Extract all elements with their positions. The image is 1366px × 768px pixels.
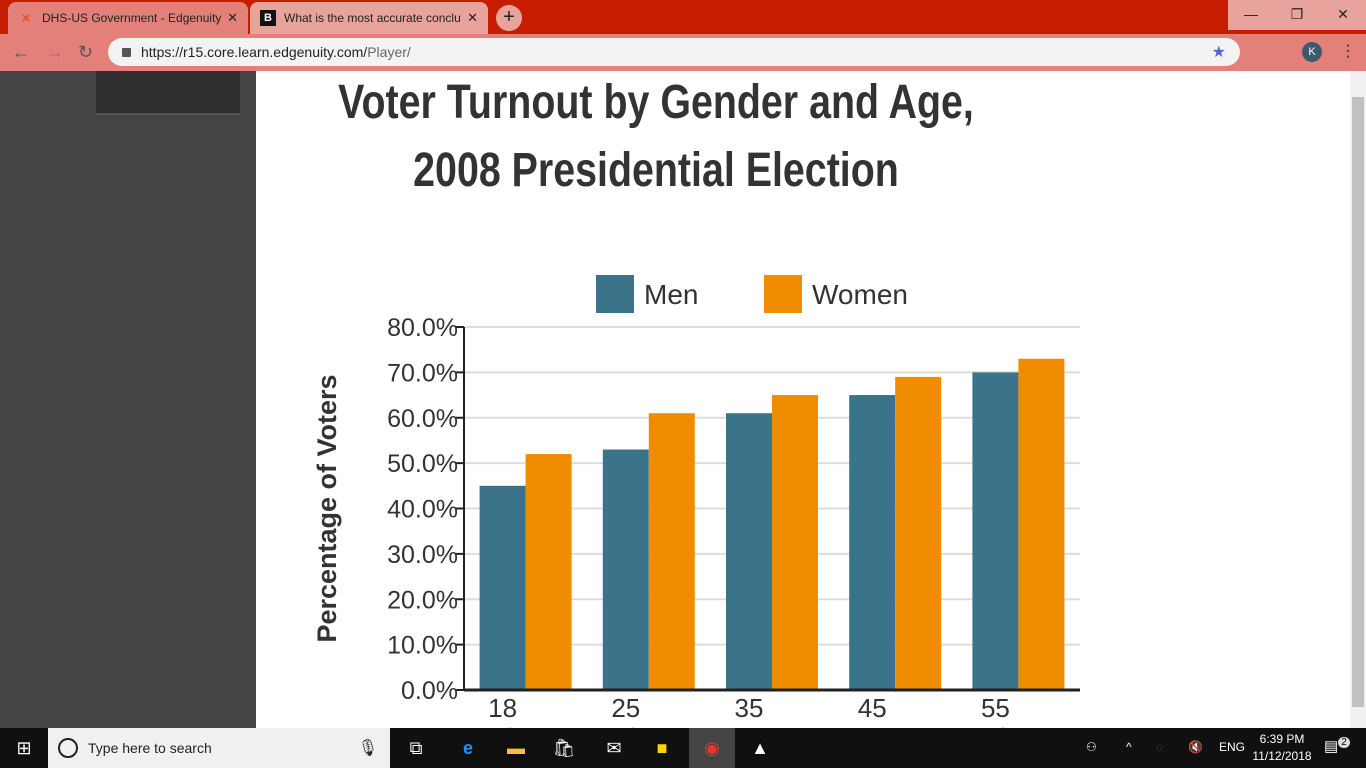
chrome-icon[interactable]: ◉	[689, 728, 735, 768]
task-view-icon[interactable]: ⧉	[409, 738, 423, 758]
language-indicator[interactable]: ENG	[1219, 740, 1246, 754]
profile-avatar[interactable]: K	[1302, 42, 1322, 62]
tab-brainly[interactable]: B What is the most accurate conclu ✕	[250, 2, 488, 34]
microphone-icon[interactable]: 🎙	[357, 740, 378, 757]
x-tick-label-line2: to 44	[720, 722, 778, 728]
y-tick-label: 60.0%	[387, 405, 458, 433]
video-thumbnail[interactable]	[96, 71, 240, 115]
x-tick-label-line2: to 24	[474, 722, 532, 728]
people-icon[interactable]: ⚇	[1086, 740, 1097, 754]
x-tick-label-line2: to 64	[966, 722, 1024, 728]
forward-icon[interactable]: →	[46, 42, 64, 62]
edgenuity-icon: ✕	[21, 12, 31, 25]
legend-swatch-men	[596, 275, 634, 313]
sticky-notes-icon[interactable]: ■	[656, 738, 668, 758]
volume-muted-icon[interactable]: 🔇	[1188, 740, 1203, 754]
browser-toolbar: ← → ↻ https://r15.core.learn.edgenuity.c…	[0, 34, 1366, 71]
back-icon[interactable]: ←	[12, 42, 30, 62]
y-tick-label: 20.0%	[387, 586, 458, 614]
photos-icon[interactable]: ▲	[751, 738, 769, 758]
bar-women	[895, 376, 942, 690]
close-tab-icon[interactable]: ✕	[227, 10, 238, 25]
y-tick-label: 10.0%	[387, 632, 458, 660]
chart-title-line1: Voter Turnout by Gender and Age,	[338, 76, 974, 129]
bar-chart: 0.0% 10.0% 20.0% 30.0% 40.0% 50.0% 60.0% 70.0% 8…	[312, 275, 1080, 728]
bar-men	[602, 449, 649, 690]
restore-button[interactable]: ❐	[1274, 0, 1320, 30]
close-window-button[interactable]: ✕	[1320, 0, 1366, 30]
x-tick-label: 45	[858, 693, 887, 723]
content-area: Voter Turnout by Gender and Age, 2008 Pr…	[256, 71, 1350, 728]
y-axis-label: Percentage of Voters	[312, 374, 342, 642]
show-hidden-icons[interactable]: ^	[1126, 740, 1132, 754]
clock-time: 6:39 PM	[1259, 732, 1305, 746]
x-tick-label-line2: to 54	[843, 722, 901, 728]
close-tab-icon[interactable]: ✕	[467, 10, 478, 25]
reload-icon[interactable]: ↻	[78, 42, 94, 62]
clock[interactable]: 6:39 PM 11/12/2018	[1252, 731, 1312, 765]
windows-start-icon[interactable]: ⊞	[16, 738, 32, 758]
y-tick-label: 80.0%	[387, 314, 458, 342]
x-tick-label: 18	[488, 693, 517, 723]
brainly-icon: B	[260, 10, 276, 26]
bar-men	[726, 413, 772, 690]
player-sidebar	[0, 71, 256, 728]
y-tick-label: 50.0%	[387, 450, 458, 478]
y-tick-label: 70.0%	[387, 359, 458, 387]
new-tab-button[interactable]: +	[496, 5, 522, 31]
scrollbar-thumb[interactable]	[1352, 97, 1364, 707]
bar-women	[648, 413, 695, 690]
action-center-icon[interactable]: ▤ 2	[1324, 737, 1350, 755]
address-bar[interactable]: https://r15.core.learn.edgenuity.com/Pla…	[108, 38, 1240, 66]
scrollbar[interactable]	[1350, 71, 1366, 728]
bar-women	[525, 454, 572, 690]
cortana-icon	[58, 738, 78, 758]
x-tick-label: 35	[735, 693, 764, 723]
bar-men	[849, 395, 896, 690]
edge-icon[interactable]: e	[462, 738, 473, 758]
tab-title: What is the most accurate conclu	[284, 11, 461, 25]
x-tick-label: 25	[611, 693, 640, 723]
legend-swatch-women	[764, 275, 802, 313]
y-tick-label: 0.0%	[401, 677, 458, 705]
chart-title-line2: 2008 Presidential Election	[413, 144, 899, 197]
tab-edgenuity[interactable]: ✕ DHS-US Government - Edgenuity ✕	[8, 2, 248, 34]
legend-label-women: Women	[812, 279, 908, 310]
bar-women	[1018, 358, 1065, 690]
bar-men	[479, 485, 526, 690]
lock-icon	[122, 47, 131, 57]
legend-label-men: Men	[644, 279, 698, 310]
x-tick-label-line2: to 34	[597, 722, 655, 728]
search-placeholder: Type here to search	[88, 740, 212, 756]
url-path: Player/	[367, 44, 411, 60]
y-tick-label: 40.0%	[387, 496, 458, 524]
notification-count: 2	[1338, 737, 1350, 748]
store-icon[interactable]: 🛍	[552, 738, 576, 758]
taskbar-search[interactable]: Type here to search 🎙	[48, 728, 390, 768]
menu-icon[interactable]: ⋮	[1340, 43, 1356, 60]
mail-icon[interactable]: ✉	[606, 738, 622, 758]
bar-women	[772, 395, 818, 690]
taskbar: ⊞ Type here to search 🎙 ⧉ e ▬ 🛍 ✉ ■ ◉ ▲ …	[0, 728, 1366, 768]
y-tick-label: 30.0%	[387, 541, 458, 569]
file-explorer-icon[interactable]: ▬	[507, 738, 525, 758]
url-host: https://r15.core.learn.edgenuity.com/	[141, 44, 368, 60]
tab-bar: ✕ DHS-US Government - Edgenuity ✕ B What…	[0, 0, 1366, 34]
bar-men	[972, 372, 1019, 690]
x-tick-label: 55	[981, 693, 1010, 723]
bookmark-star-icon[interactable]: ★	[1211, 44, 1226, 61]
minimize-button[interactable]: —	[1228, 0, 1274, 30]
clock-date: 11/12/2018	[1252, 749, 1312, 763]
tab-title: DHS-US Government - Edgenuity	[42, 11, 222, 25]
network-icon[interactable]: ◌	[1156, 740, 1164, 754]
